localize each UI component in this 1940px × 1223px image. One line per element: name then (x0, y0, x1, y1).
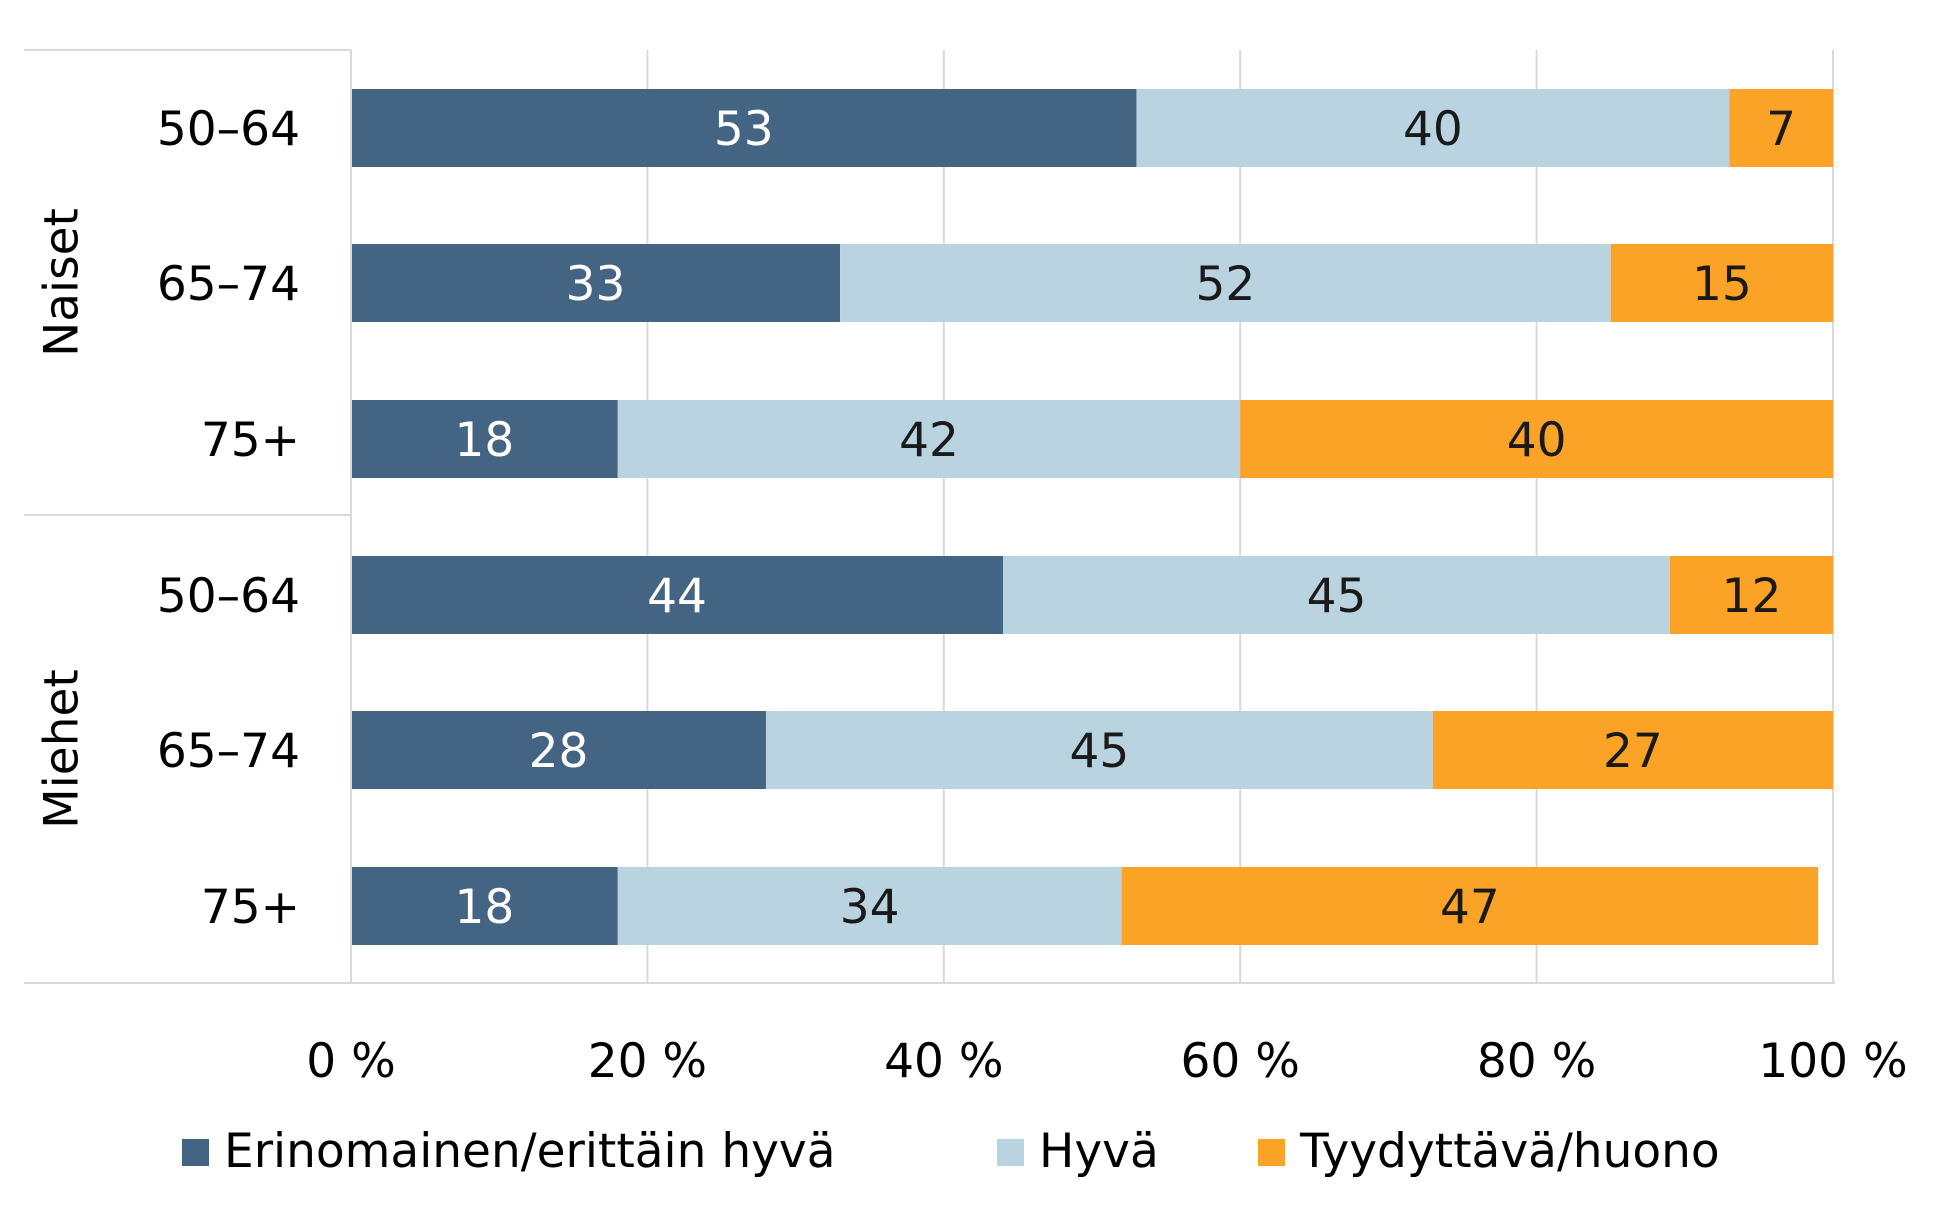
data-label: 7 (1766, 102, 1796, 157)
bar-segment (351, 89, 1137, 167)
data-label: 42 (899, 413, 959, 468)
category-label: 65–74 (157, 724, 300, 779)
bar-segment (1610, 244, 1833, 322)
category-label: 75+ (201, 413, 300, 468)
category-labels: 50–64 65–74 75+ 50–64 65–74 75+ (157, 102, 300, 935)
category-label: 50–64 (157, 569, 300, 624)
x-tick-label: 0 % (306, 1034, 396, 1089)
legend: Erinomainen/erittäin hyvä Hyvä Tyydyttävä/… (182, 1124, 1720, 1179)
legend-label: Erinomainen/erittäin hyvä (224, 1124, 836, 1179)
bar-segments: 53 40 7 33 52 15 18 42 40 44 45 12 28 45 27 18 34 47 (351, 89, 1833, 945)
data-label: 28 (529, 724, 589, 779)
bar-segment (1121, 867, 1819, 945)
data-label: 34 (840, 880, 900, 935)
legend-swatch (997, 1139, 1024, 1166)
data-label: 53 (714, 102, 774, 157)
bar-segment (1729, 89, 1833, 167)
data-label: 45 (1307, 569, 1367, 624)
legend-label: Tyydyttävä/huono (1299, 1124, 1720, 1179)
x-tick-label: 40 % (884, 1034, 1003, 1089)
category-label: 50–64 (157, 102, 300, 157)
data-label: 15 (1692, 257, 1752, 312)
data-label: 40 (1507, 413, 1567, 468)
group-labels: Naiset Miehet (35, 208, 90, 829)
data-label: 27 (1603, 724, 1663, 779)
category-label: 75+ (201, 880, 300, 935)
bar-segment (351, 400, 618, 478)
bar-segment (617, 867, 1122, 945)
bar-segment (1003, 556, 1670, 634)
group-label: Naiset (35, 208, 90, 357)
x-tick-labels: 0 % 20 % 40 % 60 % 80 % 100 % (306, 1034, 1907, 1089)
data-label: 47 (1440, 880, 1500, 935)
data-label: 18 (454, 880, 514, 935)
bar-segment (617, 400, 1241, 478)
bar-segment (351, 711, 766, 789)
bar-segment (1136, 89, 1730, 167)
x-tick-label: 20 % (588, 1034, 707, 1089)
bar-segment (351, 556, 1004, 634)
x-tick-label: 100 % (1758, 1034, 1907, 1089)
legend-swatch (182, 1139, 209, 1166)
category-label: 65–74 (157, 257, 300, 312)
x-tick-label: 60 % (1180, 1034, 1299, 1089)
data-label: 44 (647, 569, 707, 624)
bar-segment (351, 244, 841, 322)
bar-segment (1240, 400, 1833, 478)
legend-label: Hyvä (1039, 1124, 1159, 1179)
bar-segment (765, 711, 1433, 789)
bar-segment (1669, 556, 1833, 634)
data-label: 52 (1195, 257, 1255, 312)
data-label: 18 (454, 413, 514, 468)
bar-segment (1432, 711, 1833, 789)
data-label: 12 (1722, 569, 1782, 624)
gridlines (646, 50, 1834, 983)
data-label: 45 (1070, 724, 1130, 779)
data-label: 40 (1403, 102, 1463, 157)
legend-swatch (1258, 1139, 1285, 1166)
bar-segment (351, 867, 618, 945)
axes (24, 49, 1835, 984)
x-tick-label: 80 % (1477, 1034, 1596, 1089)
group-label: Miehet (35, 669, 90, 829)
data-label: 33 (566, 257, 626, 312)
bar-segment (840, 244, 1611, 322)
